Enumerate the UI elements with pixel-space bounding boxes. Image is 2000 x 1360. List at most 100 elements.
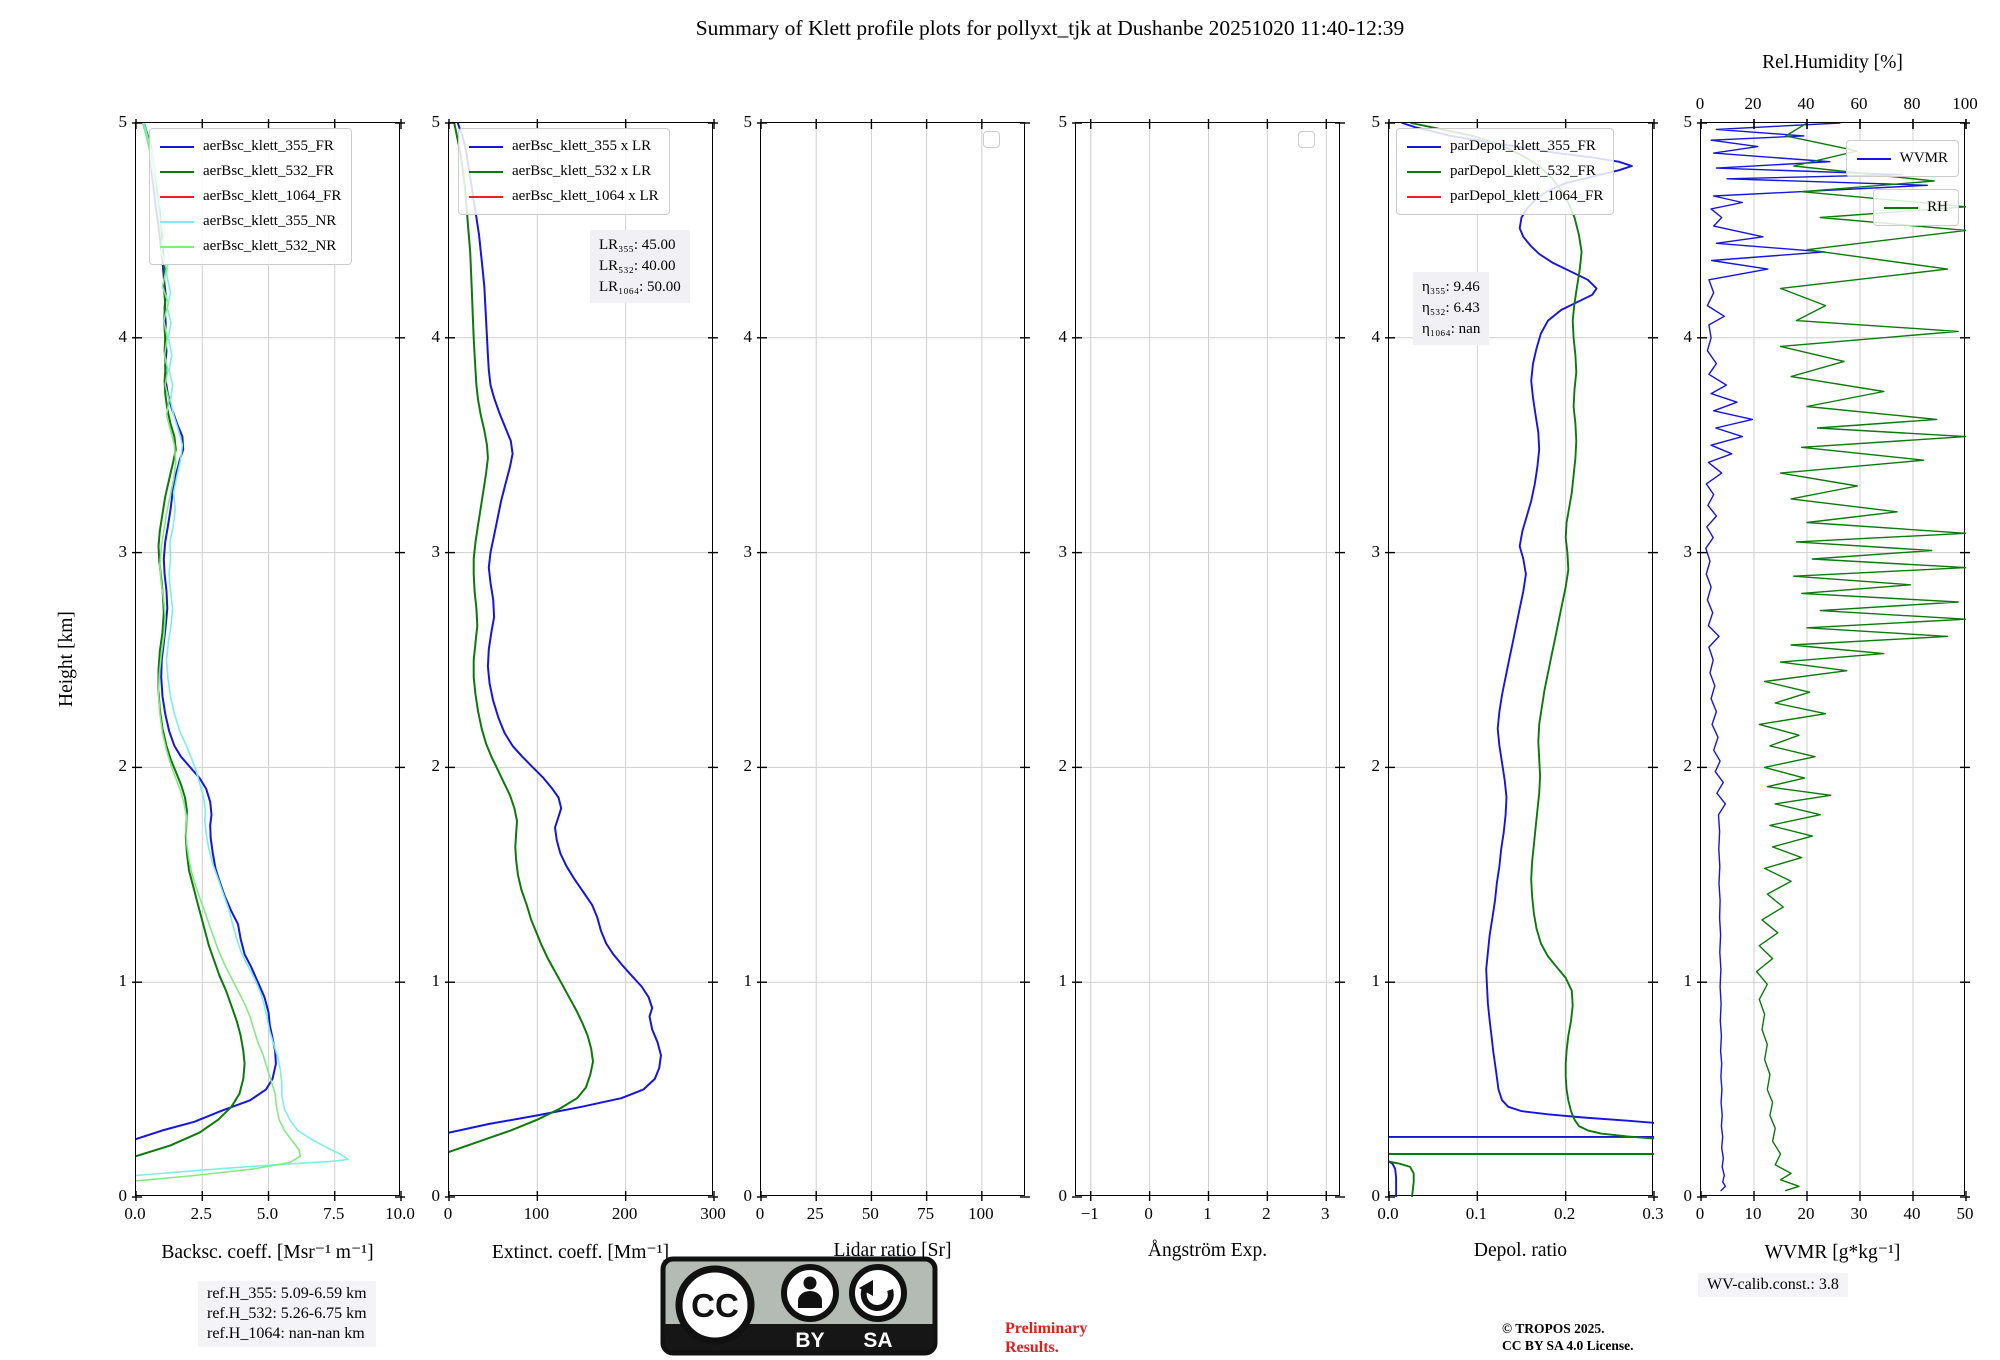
y-tick-label: 1 [743, 971, 753, 991]
legend-label: aerBsc_klett_532_FR [203, 163, 334, 179]
lidar-ratio-plot-svg [757, 119, 1030, 1201]
wv-calib-annotation: WV-calib.const.: 3.8 [1698, 1273, 1848, 1297]
y-tick-label: 0 [1058, 1186, 1068, 1205]
y-tick-label: 4 [1058, 326, 1068, 346]
y-tick-label: 4 [1371, 326, 1381, 346]
x-tick-label: 0 [755, 1204, 765, 1223]
y-tick-label: 5 [1058, 112, 1068, 131]
top-tick-label: 80 [1903, 94, 1921, 113]
legend-entry: aerBsc_klett_355_NR [160, 209, 341, 234]
aerBsc_klett_532_FR-curve [136, 123, 246, 1158]
y-tick-label: 0 [743, 1186, 753, 1205]
top-axis-label: Rel.Humidity [%] [1762, 52, 1903, 73]
wvmr-legend-rh: RH [1873, 189, 1959, 226]
y-tick-label: 3 [1058, 541, 1068, 561]
legend-line-sample [160, 145, 194, 148]
panel-depol: 0 1 2 3 4 5 0.0 0.1 0.2 0.3 Depol. ratio parDepol_k… [1372, 0, 1664, 1360]
tropos-line-1: © TROPOS 2025. [1502, 1321, 1605, 1336]
panel-backscatter: 0 1 2 3 4 5 0.0 2.5 5.0 7.5 10.0 Backsc. coeff. [Ms… [119, 0, 415, 1360]
RH-curve [1755, 123, 1966, 1192]
depol-annotation-line: η₅₃₂: 6.43 [1422, 300, 1480, 316]
y-tick-label: 0 [1371, 1186, 1381, 1205]
y-tick-label: 4 [431, 326, 441, 346]
top-tick-label: 20 [1744, 94, 1762, 113]
share-alike-arrow-icon [860, 1285, 894, 1311]
top-tick-label: 40 [1797, 94, 1815, 113]
x-tick-label: 0.1 [1465, 1204, 1487, 1223]
x-tick-label: 0 [1144, 1204, 1153, 1223]
y-tick-label: 2 [1683, 756, 1693, 776]
ref-height-annotation: ref.H_355: 5.09-6.59 km ref.H_532: 5.26-… [198, 1281, 376, 1347]
x-tick-label: 10.0 [385, 1204, 415, 1223]
person-icon [803, 1276, 817, 1290]
legend-label: aerBsc_klett_1064 x LR [512, 188, 659, 204]
angstroem-plot-svg [1072, 119, 1345, 1201]
lidar-ratio-legend-empty [983, 131, 1000, 148]
backscatter-axis-label: Backsc. coeff. [Msr⁻¹ m⁻¹] [161, 1242, 374, 1263]
cc-by-sa-badge-icon: CC BY SA [660, 1256, 938, 1356]
top-tick-label: 60 [1850, 94, 1868, 113]
depol-legend: parDepol_klett_355_FR parDepol_klett_532_… [1396, 128, 1615, 215]
legend-label: WVMR [1899, 150, 1948, 166]
height-axis-label: Height [km] [56, 611, 77, 707]
legend-entry: aerBsc_klett_532_FR [160, 159, 341, 184]
legend-label: aerBsc_klett_532_NR [203, 238, 337, 254]
y-tick-label: 0 [1683, 1186, 1693, 1205]
x-tick-label: 0.0 [124, 1204, 146, 1223]
preliminary-line-1: Preliminary [1005, 1320, 1088, 1337]
angstroem-axis-label: Ångström Exp. [1147, 1240, 1268, 1261]
legend-line-sample [160, 220, 194, 223]
y-tick-label: 5 [1683, 112, 1693, 131]
x-tick-label: 25 [806, 1204, 824, 1223]
y-tick-label: 1 [1058, 971, 1068, 991]
x-tick-label: 0 [443, 1204, 453, 1223]
backscatter-plot-svg [132, 119, 405, 1201]
legend-line-sample [160, 195, 194, 198]
cc-text: CC [691, 1287, 739, 1324]
ref-height-1064: ref.H_1064: nan-nan km [207, 1325, 365, 1342]
ref-height-355: ref.H_355: 5.09-6.59 km [207, 1285, 367, 1302]
legend-line-sample [1407, 145, 1441, 148]
x-tick-label: 0.3 [1642, 1204, 1664, 1223]
x-tick-label: −1 [1080, 1204, 1099, 1223]
aerBsc_klett_355_FR-curve [136, 123, 277, 1140]
preliminary-results-note: Preliminary Results. [1005, 1319, 1087, 1357]
depol-annotation-line: η₁₀₆₄: nan [1422, 321, 1481, 337]
wvmr-legend-wvmr: WVMR [1845, 140, 1959, 177]
x-tick-label: 5.0 [256, 1204, 279, 1223]
y-tick-label: 3 [743, 541, 753, 561]
legend-entry: parDepol_klett_532_FR [1407, 159, 1603, 184]
extinction-annotation-line: LR₃₅₅: 45.00 [599, 237, 676, 253]
top-tick-label: 0 [1695, 94, 1705, 113]
legend-line-sample [160, 245, 194, 248]
legend-label: RH [1927, 199, 1948, 215]
extinction-annotation: LR₃₅₅: 45.00 LR₅₃₂: 40.00 LR₁₀₆₄: 50.00 [590, 230, 690, 303]
x-tick-label: 0.0 [1377, 1204, 1399, 1223]
y-tick-label: 0 [118, 1186, 128, 1205]
x-tick-label: 30 [1850, 1204, 1868, 1223]
aerBsc_klett_532_NR-curve [136, 123, 302, 1182]
parDepol_klett_355_FR_near_ground-curve [1389, 1160, 1398, 1197]
legend-label: parDepol_klett_1064_FR [1450, 188, 1604, 204]
x-tick-label: 75 [917, 1204, 935, 1223]
x-tick-label: 100 [523, 1204, 550, 1223]
y-tick-label: 1 [1683, 971, 1693, 991]
lidar-ratio-axis-label: Lidar ratio [Sr] [833, 1240, 952, 1261]
legend-label: parDepol_klett_532_FR [1450, 163, 1596, 179]
y-tick-label: 3 [118, 541, 128, 561]
legend-entry: WVMR [1856, 146, 1948, 171]
WVMR-curve [1705, 123, 1929, 1192]
panel-wvmr: 0 1 2 3 4 5 0 10 20 30 40 50 WVMR [g*kg⁻¹] Rel.Humidi… [1684, 0, 1978, 1360]
x-tick-label: 7.5 [323, 1204, 345, 1223]
legend-label: aerBsc_klett_532 x LR [512, 163, 652, 179]
tropos-copyright: © TROPOS 2025. CC BY SA 4.0 License. [1502, 1321, 1634, 1355]
x-tick-label: 0.2 [1554, 1204, 1576, 1223]
x-tick-label: 200 [611, 1204, 638, 1223]
y-tick-label: 1 [1371, 971, 1381, 991]
legend-line-sample [469, 170, 503, 173]
extinction-legend: aerBsc_klett_355 x LR aerBsc_klett_532 x … [458, 128, 670, 215]
y-tick-label: 3 [1371, 541, 1381, 561]
legend-entry: aerBsc_klett_1064_FR [160, 184, 341, 209]
legend-label: aerBsc_klett_355 x LR [512, 138, 652, 154]
